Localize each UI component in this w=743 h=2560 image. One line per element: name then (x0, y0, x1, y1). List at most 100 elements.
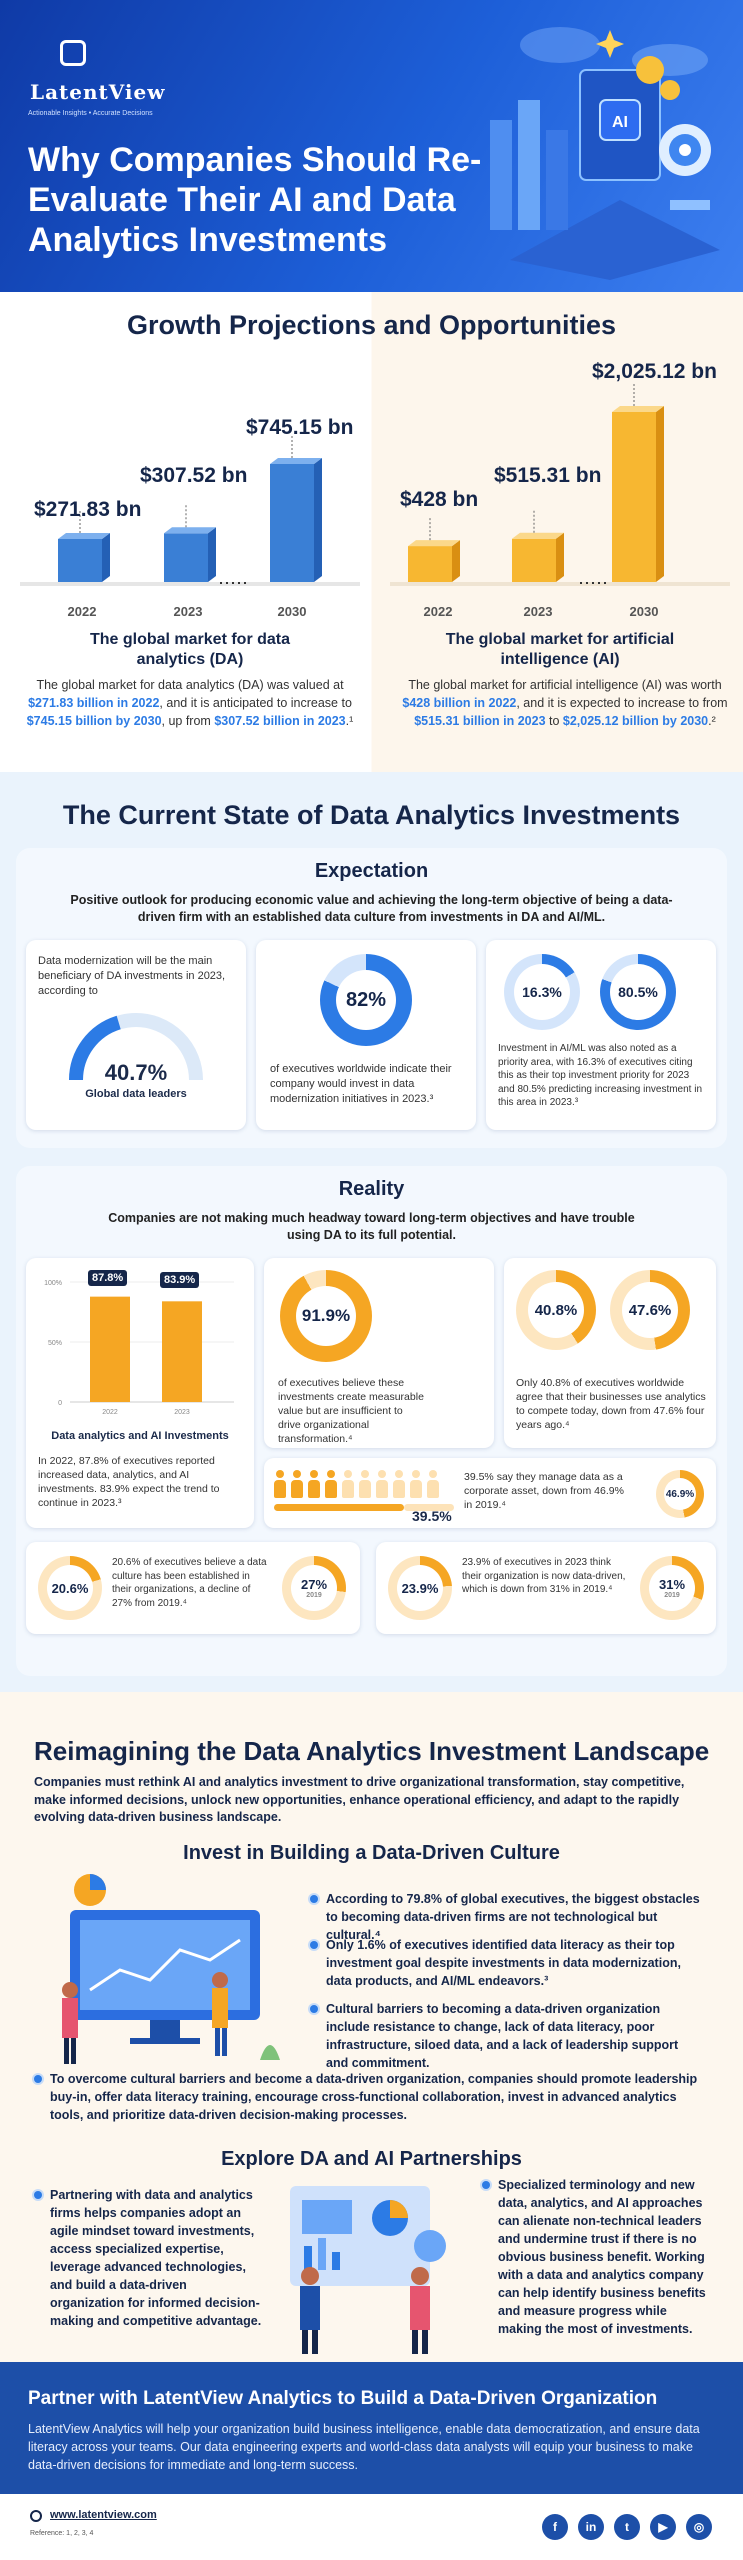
reality-card-91-9: 91.9% of executives believe these invest… (264, 1258, 494, 1448)
expectation-card-82: 82% of executives worldwide indicate the… (256, 940, 476, 1130)
da-year-2030: 2030 (277, 604, 307, 619)
da-highlight-2: $745.15 billion by 2030 (26, 714, 162, 728)
ai-label-2022: $428 bn (400, 488, 479, 511)
card3-text: Investment in AI/ML was also noted as a … (498, 1043, 703, 1108)
reality-bar-chart: 100% 50% 0 2022 2023 (44, 1280, 234, 1416)
donut-31-value: 31% (658, 1577, 686, 1592)
reality-card-20-6: 20.6% 20.6% of executives believe a data… (26, 1542, 360, 1634)
donut-47-6: 47.6% (610, 1270, 690, 1350)
card-23-text: 23.9% of executives in 2023 think their … (462, 1557, 626, 1595)
da-label-2023: $307.52 bn (140, 464, 248, 487)
linkedin-icon[interactable]: in (578, 2514, 604, 2540)
ai-highlight-1: $428 billion in 2022 (402, 696, 517, 710)
card1-caption: Global data leaders (85, 1088, 187, 1100)
da-year-2023: 2023 (173, 604, 203, 619)
ai-highlight-2: $515.31 billion in 2023 (414, 714, 546, 728)
donut-46-9-value: 46.9% (664, 1478, 696, 1510)
expectation-panel: Expectation Positive outlook for produci… (16, 848, 727, 1148)
da-text-2: , and it is anticipated to increase to (159, 696, 352, 710)
da-market-title: The global market for data analytics (DA… (89, 631, 291, 668)
ai-year-2030: 2030 (629, 604, 659, 619)
person-icon (342, 1470, 354, 1498)
rb-bar-2022 (90, 1296, 130, 1402)
value-39-5: 39.5% (412, 1508, 452, 1524)
growth-section: Growth Projections and Opportunities $27… (0, 292, 743, 772)
da-text-3: , up from (161, 714, 215, 728)
globe-icon (30, 2510, 42, 2522)
donut-27-year: 2019 (306, 1592, 322, 1599)
da-bar-2030 (270, 434, 322, 582)
culture-wide-bullet: To overcome cultural barriers and become… (34, 2070, 704, 2124)
reimagining-desc: Companies must rethink AI and analytics … (34, 1775, 685, 1824)
progress-39-5 (274, 1504, 404, 1511)
ai-market-text: The global market for artificial intelli… (400, 676, 730, 730)
donut-80-5: 80.5% (600, 954, 676, 1030)
youtube-icon[interactable]: ▶ (650, 2514, 676, 2540)
card-40-text: Only 40.8% of executives worldwide agree… (516, 1377, 706, 1431)
ai-baseline (390, 582, 730, 586)
rb-title: Data analytics and AI Investments (51, 1430, 229, 1442)
donut-40-8-value: 40.8% (528, 1282, 584, 1338)
person-icon (325, 1470, 337, 1498)
partnerships-right-bullet: Specialized terminology and new data, an… (482, 2176, 712, 2338)
card1-text: Data modernization will be the main bene… (38, 955, 226, 997)
donut-31: 31% 2019 (640, 1556, 704, 1620)
twitter-icon[interactable]: t (614, 2514, 640, 2540)
person-icon (427, 1470, 439, 1498)
ytick-100: 100% (44, 1280, 62, 1287)
donut-27: 27% 2019 (282, 1556, 346, 1620)
ai-label-2030: $2,025.12 bn (592, 360, 717, 383)
da-year-2022: 2022 (67, 604, 97, 619)
culture-illustration (62, 1874, 280, 2064)
card-39-text: 39.5% say they manage data as a corporat… (464, 1471, 624, 1511)
donut-31-inner: 31% 2019 (649, 1565, 695, 1611)
logo-tagline: Actionable Insights • Accurate Decisions (28, 110, 153, 117)
rb-text: In 2022, 87.8% of executives reported in… (38, 1455, 220, 1509)
partnerships-title: Explore DA and AI Partnerships (221, 2148, 522, 2170)
facebook-icon[interactable]: f (542, 2514, 568, 2540)
card2-text: of executives worldwide indicate their c… (270, 1063, 452, 1105)
donut-20-6: 20.6% (38, 1556, 102, 1620)
culture-bullet-3: Cultural barriers to becoming a data-dri… (310, 2000, 700, 2072)
footer: www.latentview.com Reference: 1, 2, 3, 4… (0, 2494, 743, 2560)
rb-label-2022: 87.8% (88, 1270, 128, 1286)
rb-year-2022: 2022 (102, 1409, 118, 1416)
donut-23-9: 23.9% (388, 1556, 452, 1620)
da-highlight-1: $271.83 billion in 2022 (28, 696, 160, 710)
culture-bullet-2: Only 1.6% of executives identified data … (310, 1936, 700, 1990)
ai-illustration: AI (490, 27, 720, 280)
donut-27-inner: 27% 2019 (291, 1565, 337, 1611)
partner-title: Partner with LatentView Analytics to Bui… (28, 2388, 658, 2409)
references: Reference: 1, 2, 3, 4 (30, 2530, 94, 2537)
ai-text-3: to (545, 714, 563, 728)
ytick-0: 0 (58, 1400, 62, 1407)
rb-bar-2023 (162, 1301, 202, 1402)
ai-badge: AI (612, 114, 628, 131)
person-icon (376, 1470, 388, 1498)
growth-title: Growth Projections and Opportunities (126, 310, 617, 340)
ai-bar-2023 (512, 508, 564, 582)
da-label-2022: $271.83 bn (34, 498, 142, 521)
expectation-desc: Positive outlook for producing economic … (70, 893, 673, 924)
reimagining-title: Reimagining the Data Analytics Investmen… (34, 1736, 710, 1766)
donut-20-6-value: 20.6% (47, 1565, 93, 1611)
da-highlight-3: $307.52 billion in 2023 (214, 714, 346, 728)
person-icon (308, 1470, 320, 1498)
da-text-4: .¹ (345, 714, 354, 728)
ai-text-1: The global market for artificial intelli… (408, 678, 722, 692)
reality-card-39-5: 39.5% 39.5% say they manage data as a co… (264, 1458, 716, 1528)
hero-header: LatentView Actionable Insights • Accurat… (0, 0, 743, 292)
card-91-text: of executives believe these investments … (278, 1377, 424, 1445)
expectation-title: Expectation (314, 860, 429, 882)
reality-card-23-9: 23.9% 23.9% of executives in 2023 think … (376, 1542, 716, 1634)
instagram-icon[interactable]: ◎ (686, 2514, 712, 2540)
partner-text: LatentView Analytics will help your orga… (28, 2422, 700, 2472)
website-link[interactable]: www.latentview.com (50, 2509, 157, 2521)
donut-16-3-value: 16.3% (514, 964, 570, 1020)
ai-year-2022: 2022 (423, 604, 453, 619)
person-icon (393, 1470, 405, 1498)
logo[interactable]: LatentView (30, 80, 166, 104)
person-icon (274, 1470, 286, 1498)
rb-label-2023: 83.9% (160, 1272, 200, 1288)
ai-bar-2022 (408, 516, 460, 582)
